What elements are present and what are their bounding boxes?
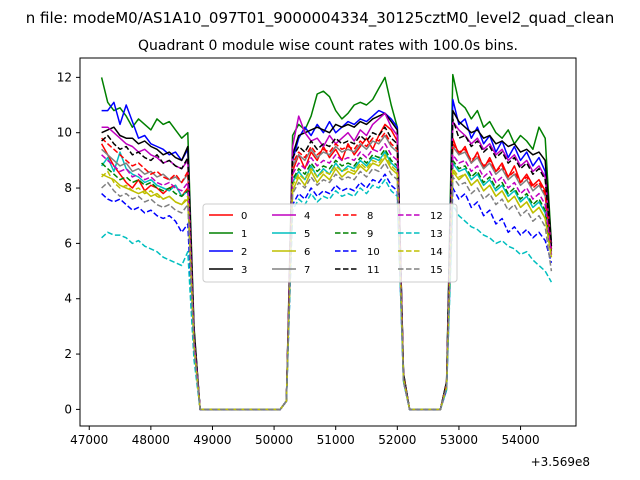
series-line-5 [100, 151, 553, 411]
series-lines [100, 73, 553, 411]
legend-label-15: 15 [430, 265, 443, 276]
legend-label-11: 11 [367, 265, 380, 276]
y-tick-label: 4 [64, 292, 72, 306]
y-tick-label: 2 [64, 347, 72, 361]
legend-label-9: 9 [367, 229, 373, 240]
y-tick-label: 12 [57, 70, 72, 84]
series-line-6 [101, 156, 553, 411]
legend-label-13: 13 [430, 229, 443, 240]
legend-label-10: 10 [367, 247, 380, 258]
y-tick-label: 8 [64, 181, 72, 195]
series-line-8 [101, 131, 553, 411]
series-line-1 [100, 73, 553, 411]
legend-label-14: 14 [430, 247, 443, 258]
series-line-9 [101, 148, 553, 411]
y-tick-label: 6 [64, 236, 72, 250]
legend-label-2: 2 [241, 247, 247, 258]
legend-label-4: 4 [304, 211, 310, 222]
x-tick-label: 47000 [70, 433, 108, 447]
series-line-2 [101, 98, 553, 411]
x-tick-label: 53000 [440, 433, 478, 447]
series-line-10 [101, 173, 553, 411]
series-line-14 [101, 154, 553, 411]
legend-box [202, 203, 458, 283]
legend-label-1: 1 [241, 229, 247, 240]
legend-label-6: 6 [304, 247, 310, 258]
legend-label-0: 0 [241, 211, 247, 222]
series-line-13 [101, 178, 553, 411]
legend-label-8: 8 [367, 211, 373, 222]
x-tick-label: 51000 [317, 433, 355, 447]
axis-ticks: 47000 48000 49000 50000 51000 52000 53000 54000… [57, 70, 540, 447]
legend-label-3: 3 [241, 265, 247, 276]
figure-suptitle: n file: modeM0/AS1A10_097T01_9000004334_… [26, 9, 615, 28]
x-axis-offset-label: +3.569e8 [531, 455, 590, 469]
series-line-15 [101, 162, 553, 411]
x-tick-label: 48000 [132, 433, 170, 447]
x-tick-label: 52000 [378, 433, 416, 447]
x-tick-label: 50000 [255, 433, 293, 447]
plot-area-frame [79, 57, 577, 427]
x-tick-label: 54000 [501, 433, 539, 447]
series-line-7 [101, 134, 553, 411]
series-line-3 [101, 109, 553, 411]
chart-title: Quadrant 0 module wise count rates with … [138, 38, 518, 54]
legend-label-5: 5 [304, 229, 310, 240]
series-line-11 [101, 118, 553, 411]
legend-label-7: 7 [304, 265, 310, 276]
x-tick-label: 49000 [193, 433, 231, 447]
y-tick-label: 10 [57, 126, 72, 140]
legend-label-12: 12 [430, 211, 443, 222]
series-line-12 [101, 143, 553, 411]
y-tick-label: 0 [64, 402, 72, 416]
